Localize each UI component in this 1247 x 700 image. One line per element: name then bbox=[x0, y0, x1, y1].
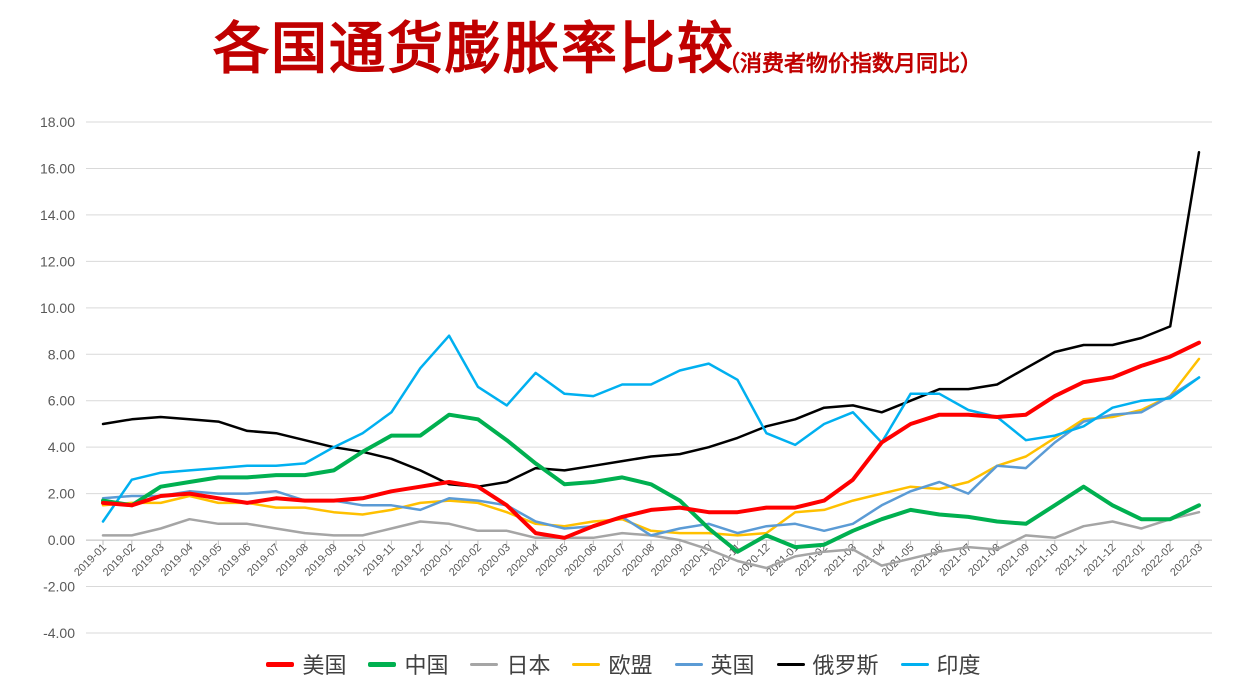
legend-swatch bbox=[572, 662, 601, 666]
y-axis-ticks: -4.00 -2.00 0.00 2.00 4.00 6.00 8.00 10.00 12.00… bbox=[40, 114, 75, 641]
legend-item: 欧盟 bbox=[572, 648, 653, 680]
x-tick-label: 2020-10 bbox=[678, 542, 715, 579]
legend-item: 美国 bbox=[266, 648, 346, 680]
legend-label: 欧盟 bbox=[608, 654, 653, 679]
legend-item: 中国 bbox=[368, 648, 448, 680]
y-tick-label: 2.00 bbox=[48, 486, 75, 502]
x-tick-label: 2022-03 bbox=[1168, 542, 1205, 579]
legend-item: 俄罗斯 bbox=[776, 648, 879, 680]
y-tick-label: 12.00 bbox=[40, 253, 75, 269]
legend-swatch bbox=[266, 661, 295, 667]
y-tick-label: 14.00 bbox=[40, 207, 75, 223]
legend-item: 英国 bbox=[674, 648, 755, 680]
y-tick-label: 6.00 bbox=[48, 393, 75, 409]
legend-swatch bbox=[470, 662, 499, 666]
series-lines bbox=[101, 150, 1201, 570]
legend-label: 中国 bbox=[404, 654, 449, 679]
y-tick-label: 0.00 bbox=[48, 532, 75, 548]
series-line-印度 bbox=[101, 334, 1201, 523]
series-line-欧盟 bbox=[101, 357, 1201, 537]
y-tick-label: -4.00 bbox=[43, 625, 75, 641]
legend-item: 日本 bbox=[470, 648, 550, 680]
series-line-美国 bbox=[101, 340, 1201, 540]
legend-label: 英国 bbox=[710, 654, 755, 679]
gridlines bbox=[86, 121, 1212, 634]
x-tick-label: 2021-10 bbox=[1024, 542, 1061, 579]
y-tick-label: 18.00 bbox=[40, 114, 75, 130]
chart-subtitle: （消费者物价指数月同比） bbox=[718, 51, 983, 77]
y-tick-label: 4.00 bbox=[48, 439, 75, 455]
y-tick-label: -2.00 bbox=[43, 579, 75, 595]
y-tick-label: 16.00 bbox=[40, 160, 75, 176]
legend-label: 俄罗斯 bbox=[812, 654, 879, 679]
legend: 美国 中国 日本 欧盟 英国 俄罗斯 印度 bbox=[0, 648, 1247, 680]
chart-title: 各国通货膨胀率比较 bbox=[213, 16, 735, 82]
x-tick-label: 2019-10 bbox=[332, 542, 369, 579]
legend-swatch bbox=[900, 662, 929, 666]
legend-label: 日本 bbox=[506, 654, 551, 679]
legend-item: 印度 bbox=[900, 648, 981, 680]
legend-swatch bbox=[776, 662, 805, 666]
y-tick-label: 10.00 bbox=[40, 300, 75, 316]
y-tick-label: 8.00 bbox=[48, 346, 75, 362]
legend-swatch bbox=[368, 661, 397, 667]
legend-label: 印度 bbox=[936, 654, 981, 679]
series-line-俄罗斯 bbox=[101, 150, 1201, 488]
series-line-中国 bbox=[101, 412, 1201, 554]
series-line-英国 bbox=[101, 376, 1201, 537]
legend-swatch bbox=[674, 662, 703, 666]
legend-label: 美国 bbox=[302, 654, 347, 679]
x-axis: 2019-012019-022019-032019-042019-052019-… bbox=[72, 539, 1212, 579]
